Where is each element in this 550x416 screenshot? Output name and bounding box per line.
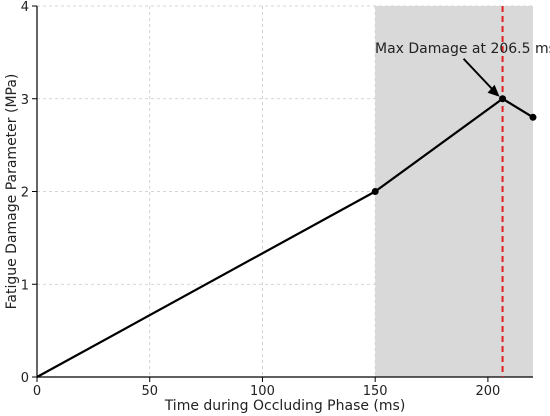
y-tick-label: 4: [21, 0, 29, 15]
x-tick-label: 50: [141, 384, 158, 399]
x-tick-label: 200: [475, 384, 500, 399]
x-tick-label: 100: [250, 384, 275, 399]
shaded-region: [375, 6, 533, 377]
axes: 0 50 100 150 200 0 1 2 3 4: [21, 0, 533, 399]
y-tick-label: 2: [21, 186, 29, 201]
annotation-arrowhead: [487, 84, 500, 97]
y-tick-label: 0: [21, 371, 29, 386]
data-point: [529, 113, 537, 121]
y-tick-label: 1: [21, 278, 29, 293]
shaded-region-layer: [375, 6, 533, 377]
annotation-layer: [462, 58, 500, 97]
y-axis-label: Fatigue Damage Parameter (MPa): [4, 74, 20, 310]
y-tick-label: 3: [21, 93, 29, 108]
series-layer: [36, 6, 537, 378]
data-point: [371, 188, 379, 195]
series-line: [36, 97, 534, 378]
data-point: [499, 95, 507, 103]
x-tick-label: 0: [33, 384, 41, 399]
x-tick-label: 150: [363, 384, 388, 399]
max-damage-annotation: Max Damage at 206.5 ms: [375, 41, 550, 57]
x-axis-label: Time during Occluding Phase (ms): [164, 398, 406, 414]
